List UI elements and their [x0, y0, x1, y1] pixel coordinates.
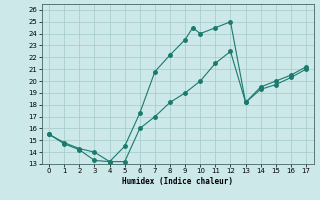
- X-axis label: Humidex (Indice chaleur): Humidex (Indice chaleur): [122, 177, 233, 186]
